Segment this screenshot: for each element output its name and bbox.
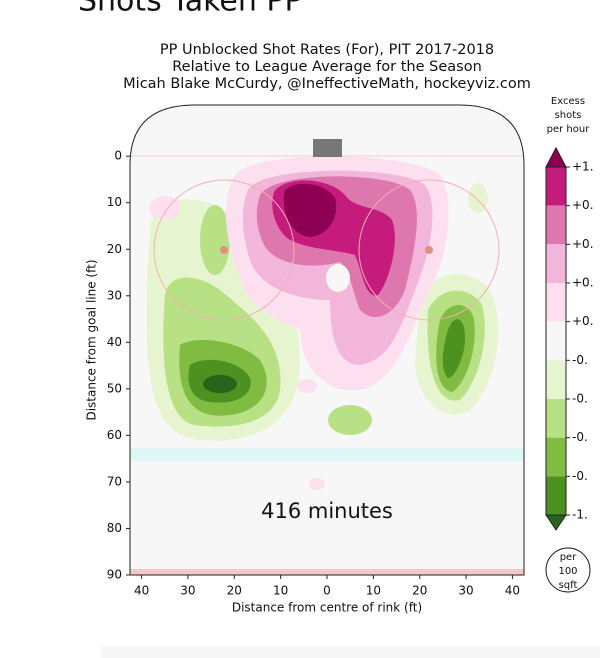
y-tick-label: 60 <box>107 428 122 442</box>
x-tick-label: 0 <box>323 584 331 598</box>
x-tick-label: 10 <box>273 584 288 598</box>
colorbar-tick-label: +0. <box>572 198 594 212</box>
x-axis-label: Distance from centre of rink (ft) <box>232 601 422 615</box>
y-tick-label: 70 <box>107 474 122 488</box>
colorbar-title: shots <box>555 110 582 121</box>
contour <box>326 264 350 292</box>
x-tick-label: 30 <box>180 584 195 598</box>
chart-credit: Micah Blake McCurdy, @IneffectiveMath, h… <box>123 76 531 92</box>
y-axis-label: Distance from goal line (ft) <box>85 259 99 420</box>
faceoff-circle <box>153 179 295 321</box>
colorbar-band <box>546 399 566 438</box>
colorbar-band <box>546 205 566 245</box>
colorbar-tick-label: -1. <box>572 508 588 522</box>
contour <box>309 478 325 490</box>
contour <box>328 405 372 435</box>
unit-badge <box>545 547 591 593</box>
y-tick-label: 40 <box>107 335 122 349</box>
x-tick-label: 20 <box>412 584 427 598</box>
colorbar-band <box>546 360 566 399</box>
faceoff-dot <box>220 246 228 254</box>
contour <box>297 379 317 393</box>
page-header: Shots Taken PP <box>78 0 303 19</box>
unit-badge-text: sqft <box>559 580 578 591</box>
unit-badge-text: 100 <box>558 566 577 577</box>
footer-strip <box>100 646 600 658</box>
y-tick-label: 80 <box>107 521 122 535</box>
unit-badge-text: per <box>560 552 578 563</box>
colorbar-tick-label: +0. <box>572 314 594 328</box>
colorbar-tick-label: +0. <box>572 237 594 251</box>
colorbar-band <box>546 167 566 206</box>
x-tick-label: 40 <box>505 584 520 598</box>
faceoff-circle <box>358 179 500 321</box>
colorbar-tick-label: -0. <box>572 353 588 367</box>
colorbar-frame <box>545 166 567 516</box>
y-tick-label: 20 <box>107 242 122 256</box>
colorbar-band <box>546 437 566 477</box>
x-tick-label: 20 <box>227 584 242 598</box>
red-line <box>130 569 524 575</box>
chart-title: PP Unblocked Shot Rates (For), PIT 2017-… <box>160 42 494 58</box>
y-tick-label: 0 <box>114 149 122 163</box>
colorbar-tick-label: -0. <box>572 430 588 444</box>
y-tick-label: 90 <box>107 568 122 582</box>
colorbar-tick-label: +1. <box>572 160 594 174</box>
contour <box>283 183 337 237</box>
colorbar-band <box>546 476 566 515</box>
contour <box>442 319 466 378</box>
contour <box>200 205 230 275</box>
colorbar-tick-label: -0. <box>572 392 588 406</box>
rink-boards <box>129 104 525 576</box>
blue-line <box>130 448 524 461</box>
annotation: 416 minutes <box>261 499 393 523</box>
colorbar-band <box>546 244 566 283</box>
faceoff-dot <box>425 246 433 254</box>
net <box>313 139 342 157</box>
x-tick-label: 10 <box>366 584 381 598</box>
colorbar-band <box>546 283 566 322</box>
y-tick-label: 50 <box>107 381 122 395</box>
colorbar-extend <box>545 514 567 531</box>
contour <box>149 196 181 220</box>
colorbar-title: per hour <box>547 124 591 135</box>
y-tick-label: 30 <box>107 288 122 302</box>
x-tick-label: 30 <box>458 584 473 598</box>
x-tick-label: 40 <box>134 584 149 598</box>
contour <box>203 375 237 393</box>
colorbar-tick-label: -0. <box>572 469 588 483</box>
y-tick-label: 10 <box>107 195 122 209</box>
colorbar-extend <box>545 146 567 168</box>
colorbar-band <box>546 321 566 361</box>
chart-subtitle: Relative to League Average for the Seaso… <box>172 59 482 75</box>
colorbar-tick-label: +0. <box>572 276 594 290</box>
colorbar-title: Excess <box>551 96 585 107</box>
